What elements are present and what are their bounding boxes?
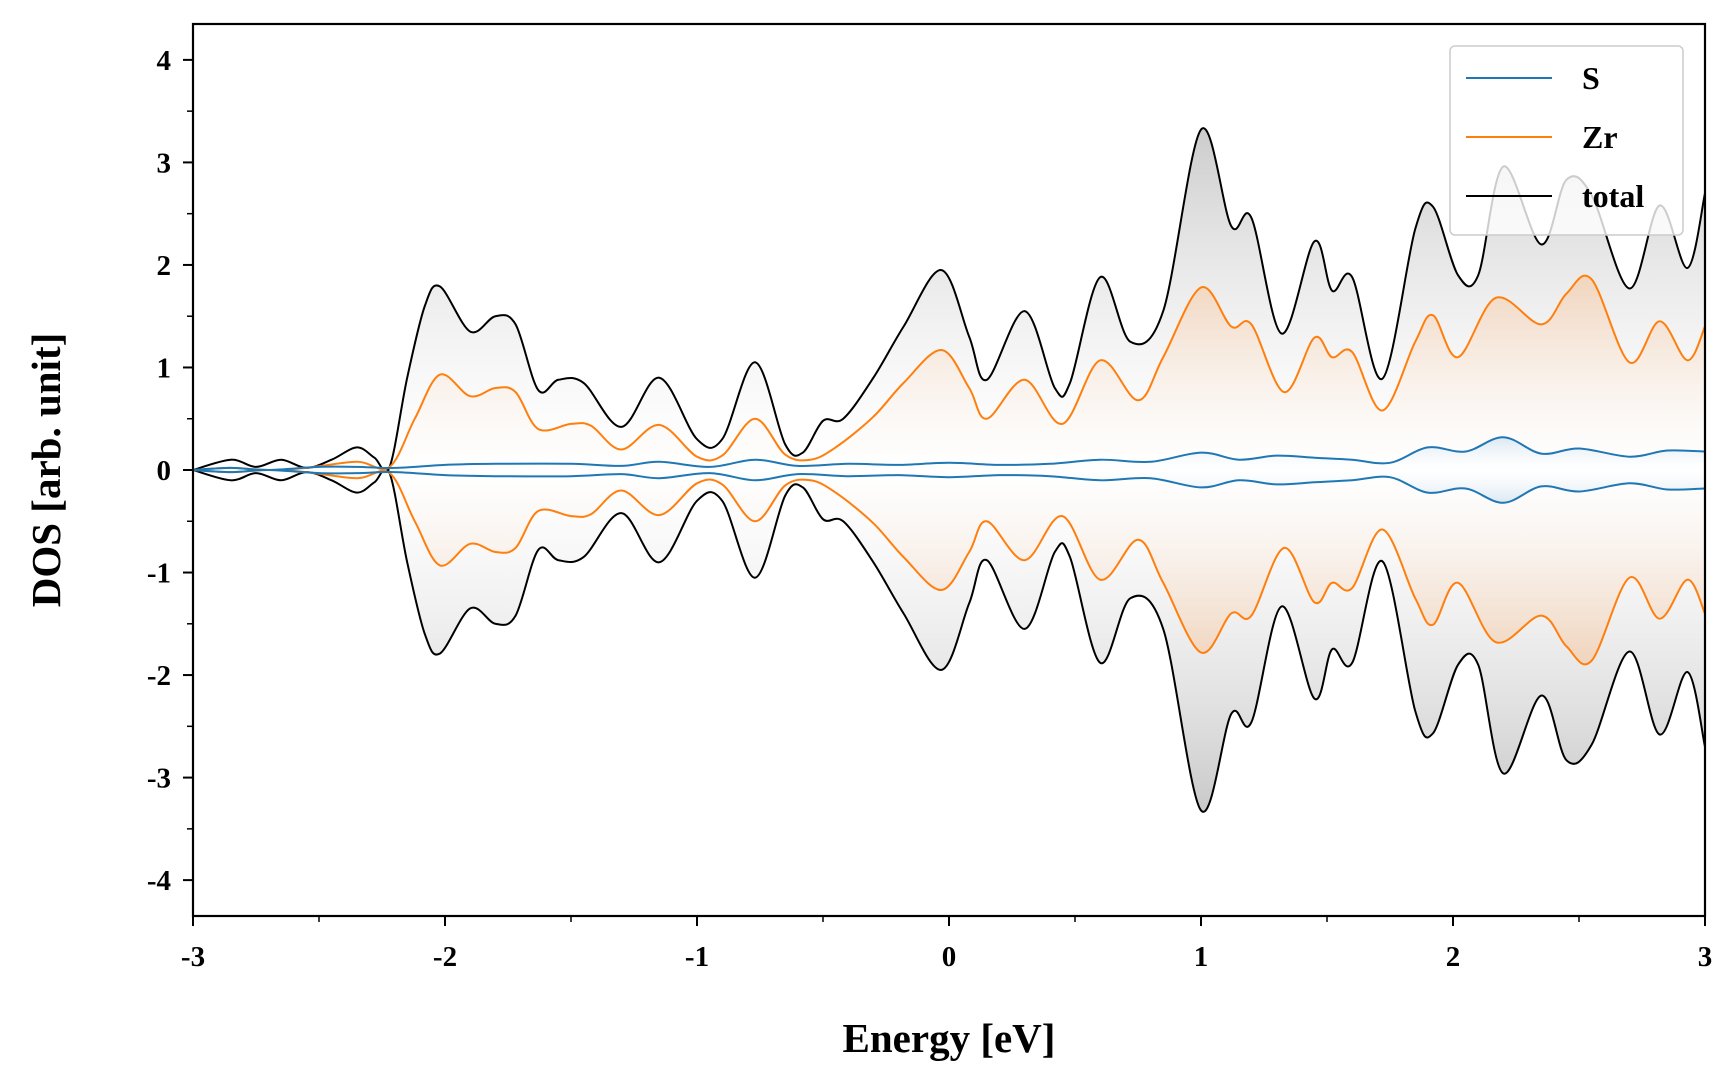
x-tick-label: 2 <box>1446 941 1461 973</box>
Zr-line-positive <box>193 274 1705 472</box>
legend-label-S: S <box>1582 60 1600 96</box>
y-tick-label: 2 <box>157 250 172 282</box>
x-tick-label: -1 <box>685 941 709 973</box>
total-line-negative <box>193 467 1705 813</box>
legend: S Zr total <box>1449 45 1684 236</box>
y-tick-label: -1 <box>147 558 171 590</box>
y-axis-ticks: -4 -3 -2 -1 0 1 2 3 4 <box>147 45 193 897</box>
S-line-negative <box>193 468 1705 504</box>
y-tick-label: -4 <box>147 865 171 897</box>
x-axis-ticks: -3 -2 -1 0 1 2 3 <box>181 916 1712 973</box>
x-axis-label: Energy [eV] <box>843 1015 1056 1061</box>
y-tick-label: 3 <box>157 147 172 179</box>
x-tick-label: -2 <box>433 941 457 973</box>
plot-frame <box>191 22 1707 918</box>
Zr-line-negative <box>193 468 1705 666</box>
y-tick-label: -2 <box>147 660 171 692</box>
y-tick-label: -3 <box>147 763 171 795</box>
series-fills <box>193 128 1705 812</box>
x-tick-label: -3 <box>181 941 205 973</box>
S-fill <box>193 437 1705 503</box>
y-tick-label: 1 <box>157 352 172 384</box>
legend-box <box>1449 45 1684 236</box>
x-tick-label: 1 <box>1194 941 1209 973</box>
legend-label-Zr: Zr <box>1582 119 1618 155</box>
y-tick-label: 4 <box>157 45 172 77</box>
x-tick-label: 0 <box>942 941 957 973</box>
y-tick-label: 0 <box>157 455 172 487</box>
S-line-positive <box>193 436 1705 472</box>
y-axis-label: DOS [arb. unit] <box>23 333 69 608</box>
x-tick-label: 3 <box>1698 941 1713 973</box>
total-line-positive <box>193 127 1705 473</box>
legend-label-total: total <box>1582 178 1644 214</box>
series-lines <box>193 127 1705 813</box>
